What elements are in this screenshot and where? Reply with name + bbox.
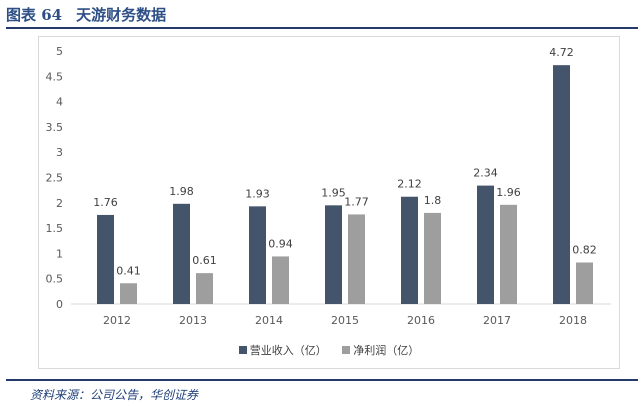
bar-revenue <box>249 206 266 304</box>
bar-chart: 0 0.5 1 1.5 2 2.5 3 3.5 4 4.5 5 1.76 0.41 2012 1.98 0.6… <box>46 45 611 327</box>
data-label-profit: 1.96 <box>496 186 521 199</box>
legend-label-profit: 净利润（亿） <box>353 344 420 357</box>
figure-number: 图表 64 <box>6 6 63 24</box>
bar-revenue <box>325 205 342 304</box>
y-tick-label: 1.5 <box>46 222 64 235</box>
y-tick-label: 0 <box>56 298 63 311</box>
x-tick-label: 2016 <box>407 314 435 327</box>
y-tick-label: 0.5 <box>46 273 64 286</box>
y-tick-label: 5 <box>56 45 63 58</box>
legend-swatch-revenue <box>238 346 247 354</box>
bar-profit <box>272 256 289 304</box>
legend-swatch-profit <box>342 346 351 354</box>
bar-profit <box>500 204 517 304</box>
data-label-profit: 1.8 <box>424 194 442 207</box>
source-note: 资料来源：公司公告，华创证券 <box>30 388 199 402</box>
bar-revenue <box>401 196 418 304</box>
y-tick-label: 4.5 <box>46 70 64 83</box>
chart-legend: 营业收入（亿） 净利润（亿） <box>39 342 619 358</box>
bar-profit <box>348 214 365 304</box>
y-tick-label: 2.5 <box>46 172 64 185</box>
data-label-revenue: 1.95 <box>321 186 346 199</box>
bar-revenue <box>553 65 570 304</box>
bar-revenue <box>477 185 494 304</box>
y-tick-label: 1 <box>56 247 63 260</box>
bar-revenue <box>173 203 190 304</box>
figure-caption: 天游财务数据 <box>76 6 167 24</box>
legend-label-revenue: 营业收入（亿） <box>249 344 327 357</box>
data-label-profit: 0.61 <box>192 254 217 267</box>
x-tick-label: 2017 <box>483 314 511 327</box>
y-tick-label: 3 <box>56 146 63 159</box>
legend-item-revenue: 营业收入（亿） <box>238 342 327 358</box>
bar-revenue <box>97 214 114 304</box>
y-tick-label: 3.5 <box>46 121 64 134</box>
bottom-rule <box>6 379 638 381</box>
data-label-revenue: 1.93 <box>245 187 270 200</box>
bar-profit <box>120 283 137 304</box>
bar-profit <box>576 262 593 304</box>
x-tick-label: 2015 <box>331 314 359 327</box>
y-tick-label: 4 <box>56 96 63 109</box>
legend-item-profit: 净利润（亿） <box>342 342 419 358</box>
figure-title: 图表 64 天游财务数据 <box>6 4 166 25</box>
data-label-profit: 0.41 <box>116 264 141 277</box>
x-tick-label: 2013 <box>179 314 207 327</box>
data-label-profit: 0.94 <box>268 237 293 250</box>
data-label-profit: 1.77 <box>344 195 369 208</box>
bar-profit <box>196 273 213 304</box>
chart-frame: 0 0.5 1 1.5 2 2.5 3 3.5 4 4.5 5 1.76 0.41 2012 1.98 0.6… <box>38 36 620 369</box>
x-tick-label: 2014 <box>255 314 283 327</box>
data-label-revenue: 2.12 <box>397 178 422 191</box>
data-label-revenue: 2.34 <box>473 167 498 180</box>
figure-header: 图表 64 天游财务数据 <box>6 4 636 26</box>
data-label-profit: 0.82 <box>572 244 597 257</box>
bar-profit <box>424 212 441 304</box>
data-label-revenue: 1.98 <box>169 185 194 198</box>
y-tick-label: 2 <box>56 197 63 210</box>
data-label-revenue: 1.76 <box>93 196 118 209</box>
data-label-revenue: 4.72 <box>549 46 574 59</box>
x-tick-label: 2018 <box>559 314 587 327</box>
top-rule <box>6 27 638 29</box>
x-tick-label: 2012 <box>103 314 131 327</box>
